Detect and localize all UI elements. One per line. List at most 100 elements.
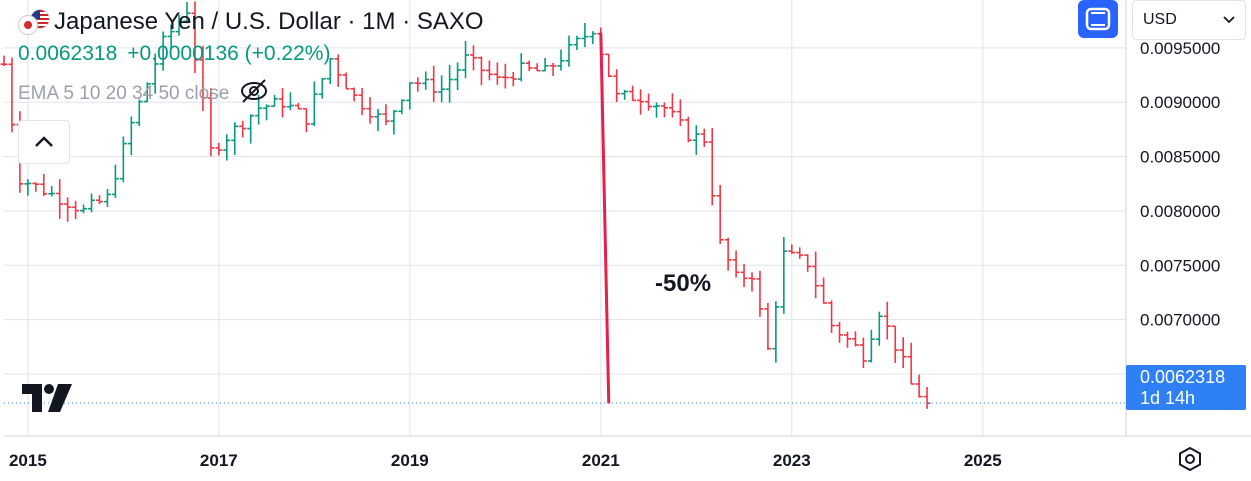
ohlc-bar — [780, 237, 788, 314]
chart-grid — [4, 0, 1126, 436]
ohlc-bar — [446, 64, 454, 103]
ohlc-bar — [820, 277, 828, 304]
ohlc-bar — [24, 179, 32, 196]
ohlc-bar — [263, 104, 271, 121]
ohlc-bar — [390, 110, 398, 135]
tradingview-logo[interactable] — [22, 384, 74, 417]
drawdown-annotation-label[interactable]: -50% — [655, 270, 711, 297]
ohlc-bar — [645, 93, 653, 111]
ohlc-bar — [334, 54, 342, 87]
currency-label: USD — [1143, 11, 1177, 28]
ohlc-bar — [48, 186, 56, 197]
ohlc-bar — [151, 53, 159, 94]
price-tick-label: 0.0090000 — [1140, 93, 1220, 112]
settings-hexagon-icon — [1179, 446, 1201, 472]
price-tick-label: 0.0075000 — [1140, 256, 1220, 275]
ohlc-bar — [255, 94, 263, 125]
ohlc-bar — [867, 329, 875, 363]
ohlc-bar — [605, 53, 613, 78]
ohlc-bar — [462, 41, 470, 79]
chart-settings-button[interactable] — [1177, 446, 1203, 477]
currency-select[interactable]: USD — [1132, 0, 1246, 40]
ohlc-bar — [398, 99, 406, 115]
ohlc-bar — [374, 108, 382, 131]
ohlc-bar — [239, 120, 247, 138]
ohlc-bar — [191, 1, 199, 73]
ohlc-bar — [56, 179, 64, 219]
ohlc-bar — [414, 77, 422, 92]
ohlc-bar — [207, 88, 215, 157]
price-tick-label: 0.0095000 — [1140, 39, 1220, 58]
ohlc-bar — [342, 72, 350, 90]
ohlc-bar — [366, 97, 374, 124]
ohlc-bar — [135, 99, 143, 127]
ohlc-bar — [326, 57, 334, 85]
ohlc-bar — [286, 92, 294, 111]
ohlc-bar — [923, 387, 931, 409]
ohlc-bar — [103, 188, 111, 207]
ohlc-bar — [796, 247, 804, 259]
ohlc-bar — [764, 303, 772, 350]
bar-countdown: 1d 14h — [1140, 388, 1196, 408]
price-tick-label: 0.0085000 — [1140, 148, 1220, 167]
ohlc-bar — [859, 337, 867, 368]
price-tick-label: 0.0070000 — [1140, 311, 1220, 330]
ohlc-bar — [199, 45, 207, 112]
ohlc-bar — [318, 77, 326, 99]
ohlc-bar — [668, 93, 676, 118]
ohlc-bar — [215, 142, 223, 156]
ohlc-bar — [358, 87, 366, 115]
ohlc-bar — [406, 82, 414, 110]
chevron-up-icon — [35, 136, 53, 147]
square-frame-icon — [1085, 7, 1111, 31]
ohlc-bar — [231, 122, 239, 155]
collapse-legend-button[interactable] — [18, 120, 70, 164]
ohlc-bar — [557, 49, 565, 71]
ohlc-bar — [493, 62, 501, 85]
ohlc-bar — [676, 99, 684, 127]
ohlc-bar — [271, 94, 279, 108]
ohlc-bar — [509, 71, 517, 87]
ohlc-bar — [843, 331, 851, 348]
ohlc-bar — [279, 88, 287, 118]
ohlc-bar — [0, 55, 8, 67]
time-tick-label: 2017 — [200, 451, 238, 470]
ohlc-bar — [883, 301, 891, 340]
ohlc-bar — [748, 272, 756, 292]
ohlc-bar — [485, 60, 493, 81]
last-price-tag: 0.0062318 1d 14h — [1126, 365, 1246, 410]
ohlc-bar — [294, 102, 302, 110]
ohlc-bars — [0, 1, 931, 409]
ohlc-bar — [851, 331, 859, 347]
ohlc-bar — [907, 342, 915, 385]
ohlc-bar — [836, 321, 844, 343]
time-tick-label: 2023 — [773, 451, 811, 470]
ohlc-bar — [788, 244, 796, 254]
ohlc-bar — [72, 200, 80, 220]
ohlc-bar — [772, 301, 780, 363]
ohlc-bar — [127, 116, 135, 156]
ohlc-bar — [247, 114, 255, 144]
ohlc-bar — [915, 374, 923, 398]
ohlc-bar — [899, 337, 907, 369]
ohlc-bar — [732, 250, 740, 278]
ohlc-bar — [708, 128, 716, 206]
ohlc-bar — [183, 1, 191, 24]
chevron-down-icon — [1223, 16, 1235, 24]
ohlc-bar — [477, 56, 485, 86]
ohlc-bar — [525, 60, 533, 72]
fullscreen-button[interactable] — [1078, 0, 1118, 38]
last-price-value: 0.0062318 — [1140, 367, 1226, 387]
ohlc-bar — [430, 65, 438, 103]
time-tick-label: 2019 — [391, 451, 429, 470]
price-axis: 0.0095000 0.0090000 0.0085000 0.0080000 0.00… — [1140, 39, 1220, 384]
time-tick-label: 2025 — [964, 451, 1002, 470]
ohlc-bar — [565, 35, 573, 67]
ohlc-bar — [581, 22, 589, 48]
ohlc-bar — [302, 107, 310, 133]
ohlc-bar — [119, 136, 127, 183]
ohlc-bar — [469, 45, 477, 71]
ohlc-bar — [637, 89, 645, 115]
time-axis: 2015 2017 2019 2021 2023 2025 — [9, 451, 1002, 470]
